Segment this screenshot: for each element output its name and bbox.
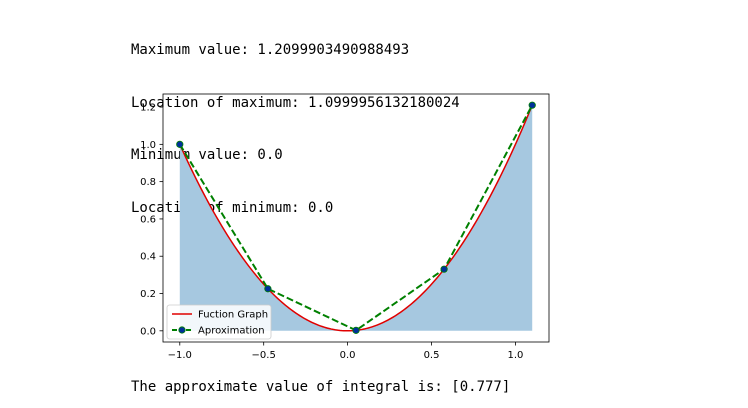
area-fill	[179, 105, 533, 331]
axes-frame	[162, 93, 550, 343]
y-tick-label: 0.8	[140, 177, 156, 188]
min-value-line: Minimum value: 0.0	[131, 147, 283, 163]
x-tick-label: −1.0	[168, 350, 192, 361]
approximation-point	[352, 326, 360, 334]
max-location-line: Location of maximum: 1.0999956132180024	[131, 94, 460, 111]
legend-approx-marker	[178, 326, 186, 334]
x-tick-label: −0.5	[252, 350, 276, 361]
y-tick-label: 1.0	[140, 140, 156, 151]
y-tick-label: 0.4	[140, 252, 156, 263]
legend-approx-label: Aproximation	[198, 326, 265, 337]
x-tick-label: 0.0	[340, 350, 356, 361]
approximation-point	[176, 140, 184, 148]
legend-box	[166, 304, 272, 340]
legend-function-label: Fuction Graph	[198, 310, 268, 321]
approximation-point	[528, 101, 536, 109]
max-value-line: Maximum value: 1.2099903490988493	[131, 42, 410, 58]
x-tick-label: 0.5	[424, 350, 440, 361]
approximation-point	[440, 265, 448, 273]
x-tick-label: 1.0	[507, 350, 523, 361]
approximation-point	[264, 285, 272, 293]
y-tick-label: 0.0	[140, 326, 156, 337]
y-tick-label: 1.2	[140, 103, 156, 114]
y-tick-label: 0.2	[140, 289, 156, 300]
y-tick-label: 0.6	[140, 214, 156, 225]
integral-result: The approximate value of integral is: [0…	[131, 379, 511, 395]
